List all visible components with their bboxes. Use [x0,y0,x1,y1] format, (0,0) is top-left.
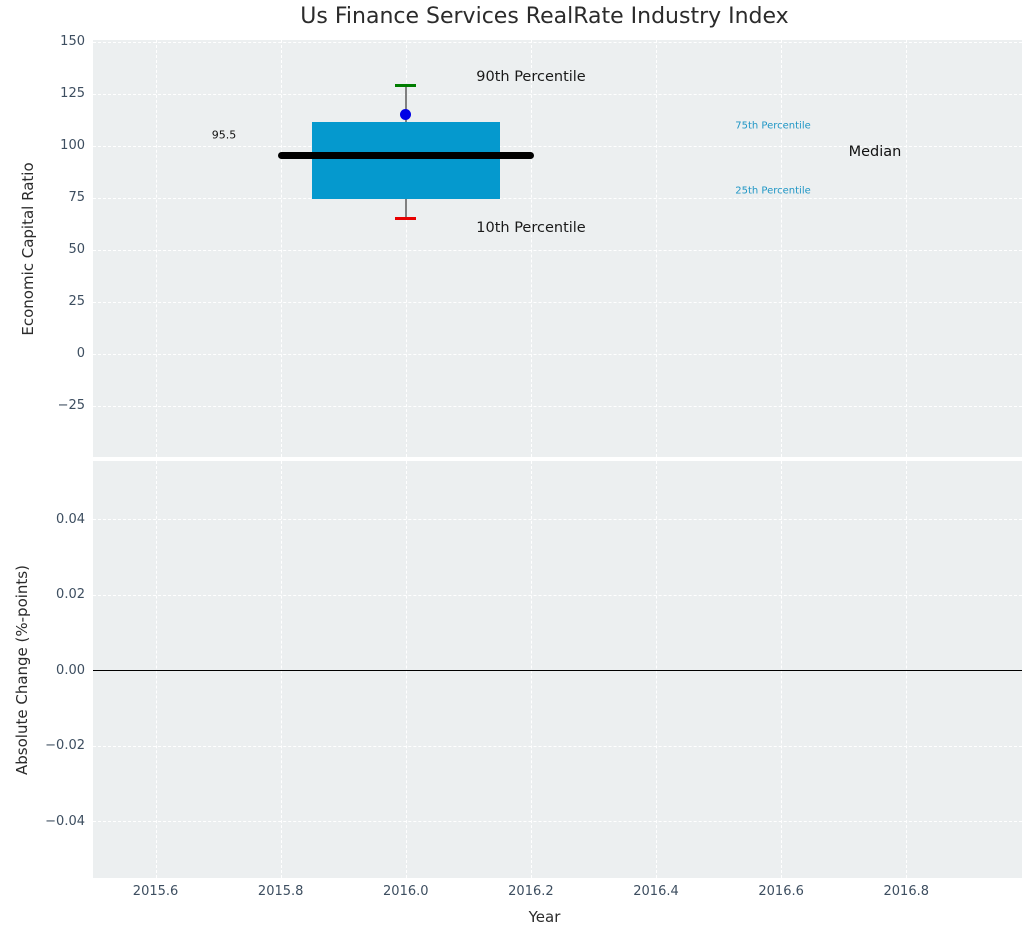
whisker-cap-90th [395,83,417,87]
y-tick-label: 150 [60,34,85,50]
gridline-vertical [280,40,282,457]
gridline-horizontal [93,301,1022,303]
y-tick-label: 125 [60,86,85,102]
plot-area-top [93,40,1022,457]
gridline-horizontal [93,145,1022,147]
annotation-25th-percentile: 25th Percentile [735,185,811,197]
x-tick-label: 2016.2 [508,884,554,899]
x-tick-label: 2015.8 [257,884,304,899]
gridline-vertical [656,40,658,457]
box-rect [311,121,500,199]
gridline-horizontal [93,353,1022,355]
gridline-horizontal [93,594,1022,596]
zero-line [93,669,1022,671]
annotation-median: Median [848,144,902,160]
y-tick-label: 75 [68,190,85,206]
company-data-point [400,109,412,121]
gridline-vertical [906,40,908,457]
y-tick-label: −25 [57,398,85,414]
plot-area-bottom [93,461,1022,878]
annotation-10th-percentile: 10th Percentile [476,220,586,236]
gridline-horizontal [93,821,1022,823]
y-tick-label: 0.02 [56,587,85,603]
gridline-horizontal [93,405,1022,407]
gridline-vertical [530,40,532,457]
gridline-vertical [405,40,407,457]
y-tick-label: 0 [76,346,85,362]
x-tick-label: 2015.6 [132,884,179,899]
gridline-vertical [155,40,157,457]
x-tick-label: 2016.8 [883,884,930,899]
gridline-horizontal [93,519,1022,521]
y-tick-label: 50 [68,242,85,258]
x-axis-label-year: Year [528,908,561,926]
y-tick-label: 25 [68,294,85,310]
median-line [277,151,535,159]
gridline-horizontal [93,93,1022,95]
y-tick-label: 0.04 [56,511,85,527]
annotation-75th-percentile: 75th Percentile [735,120,811,132]
x-tick-label: 2016.0 [383,884,429,899]
annotation-90th-percentile: 90th Percentile [476,69,586,85]
y-tick-label: −0.04 [45,813,85,829]
gridline-horizontal [93,197,1022,199]
y-tick-label: 0.00 [56,662,85,678]
y-tick-label: 100 [60,138,85,154]
chart-title: Us Finance Services RealRate Industry In… [300,4,789,29]
y-tick-label: −0.02 [45,738,85,754]
x-tick-label: 2016.6 [758,884,804,899]
x-tick-label: 2016.4 [633,884,679,899]
gridline-horizontal [93,745,1022,747]
gridline-horizontal [93,249,1022,251]
gridline-horizontal [93,41,1022,43]
annotation-median-value: 95.5 [211,128,237,142]
gridline-vertical [781,40,783,457]
whisker-cap-10th [395,217,417,221]
